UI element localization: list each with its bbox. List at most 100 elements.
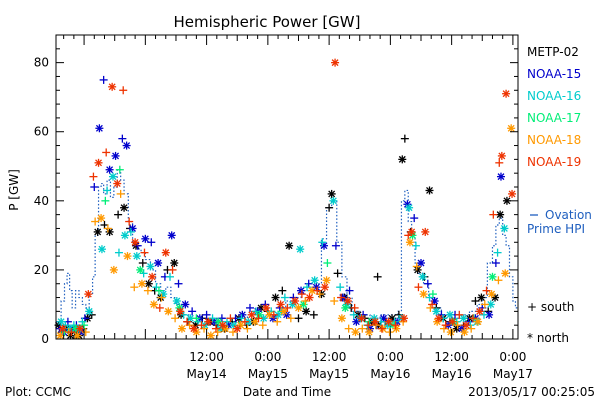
point-noaa-18-south — [301, 297, 310, 305]
point-metp-02-north — [93, 227, 102, 236]
point-metp-02-south — [471, 297, 480, 305]
point-noaa-16-north — [109, 172, 118, 181]
y-tick-label: 60 — [34, 125, 49, 139]
point-noaa-18-north — [164, 307, 173, 316]
point-noaa-17-north — [136, 265, 145, 274]
x-axis: 12:00 May14 0:00 May15 12:00 May15 0:00 May16 12… — [63, 35, 533, 381]
point-noaa-18-south — [344, 324, 353, 333]
marker-legend-south: + south — [527, 300, 574, 314]
x-tick-date-label: May15 — [309, 367, 349, 381]
point-noaa-15-south — [90, 183, 99, 191]
point-noaa-16-north — [432, 307, 441, 316]
x-tick-date-label: May16 — [432, 367, 472, 381]
point-metp-02-north — [105, 227, 114, 236]
point-noaa-19-north — [357, 314, 366, 323]
point-noaa-16-south — [251, 307, 260, 316]
point-noaa-19-south — [364, 321, 373, 330]
point-noaa-19-north — [434, 314, 443, 323]
point-noaa-19-south — [102, 148, 111, 157]
point-noaa-19-north — [131, 238, 140, 247]
point-metp-02-north — [66, 331, 75, 340]
point-noaa-15-south — [304, 279, 313, 288]
point-noaa-16-south — [280, 293, 289, 302]
point-metp-02-north — [120, 203, 129, 212]
point-noaa-18-south — [453, 321, 462, 330]
point-noaa-19-south — [404, 231, 413, 240]
point-noaa-18-north — [474, 317, 483, 326]
data-points-layer — [54, 58, 517, 340]
point-noaa-17-south — [115, 165, 124, 174]
point-noaa-17-north — [299, 300, 308, 309]
point-noaa-19-south — [391, 321, 400, 330]
point-metp-02-north — [327, 189, 336, 198]
point-noaa-15-south — [345, 286, 354, 295]
legend-item-metp-02: METP-02 — [527, 45, 579, 59]
x-tick-time-label: 12:00 — [434, 350, 469, 364]
point-noaa-18-north — [109, 265, 118, 274]
point-metp-02-south — [333, 269, 342, 278]
point-noaa-19-south — [155, 303, 164, 312]
legend-item-noaa-16: NOAA-16 — [527, 89, 581, 103]
point-noaa-18-south — [243, 324, 252, 333]
point-noaa-19-south — [313, 286, 322, 295]
point-noaa-19-north — [94, 158, 103, 167]
point-noaa-19-south — [489, 210, 498, 219]
point-metp-02-north — [413, 265, 422, 274]
point-noaa-19-south — [495, 158, 504, 167]
point-noaa-15-north — [496, 172, 505, 181]
point-noaa-18-south — [412, 262, 421, 271]
point-noaa-19-south — [269, 310, 278, 319]
point-noaa-19-north — [84, 290, 93, 299]
point-noaa-19-south — [468, 314, 477, 323]
point-noaa-19-south — [283, 303, 292, 312]
point-noaa-17-north — [488, 272, 497, 281]
point-noaa-16-north — [146, 262, 155, 271]
point-noaa-18-north — [501, 269, 510, 278]
point-noaa-16-south — [223, 317, 232, 326]
point-metp-02-north — [302, 307, 311, 316]
point-noaa-18-north — [337, 314, 346, 323]
point-noaa-19-south — [297, 290, 306, 299]
point-noaa-16-north — [329, 196, 338, 205]
point-noaa-15-north — [297, 286, 306, 295]
point-metp-02-south — [278, 286, 287, 295]
y-tick-label: 0 — [41, 332, 49, 346]
point-metp-02-north — [170, 259, 179, 267]
point-noaa-18-south — [385, 328, 394, 337]
point-metp-02-north — [477, 293, 486, 302]
point-noaa-19-north — [448, 317, 457, 326]
point-noaa-17-south — [101, 196, 110, 205]
point-noaa-17-south — [192, 314, 201, 323]
point-noaa-18-north — [460, 328, 469, 337]
footer-timestamp: 2013/05/17 00:25:05 — [468, 385, 595, 399]
point-noaa-19-north — [148, 272, 157, 281]
x-tick-time-label: 0:00 — [499, 350, 526, 364]
point-noaa-16-north — [310, 276, 319, 285]
marker-legend: + south * north — [527, 300, 574, 345]
point-noaa-18-north — [365, 328, 374, 337]
point-noaa-19-north — [421, 227, 430, 236]
x-tick-date-label: May14 — [187, 367, 227, 381]
x-axis-label: Date and Time — [243, 385, 331, 399]
chart-title: Hemispheric Power [GW] — [174, 13, 361, 31]
point-noaa-19-north — [305, 293, 314, 302]
ovation-legend-label-2: Prime HPI — [527, 222, 585, 236]
y-tick-label: 80 — [34, 56, 49, 70]
point-noaa-18-south — [467, 324, 476, 333]
point-noaa-15-north — [111, 151, 120, 160]
legend-item-noaa-15: NOAA-15 — [527, 67, 581, 81]
point-noaa-15-south — [423, 279, 432, 288]
x-tick-time-label: 12:00 — [312, 350, 347, 364]
point-noaa-15-north — [268, 314, 277, 323]
point-noaa-19-north — [218, 321, 227, 330]
point-noaa-16-south — [139, 269, 148, 278]
y-axis-label: P [GW] — [7, 169, 21, 211]
plot-frame — [55, 34, 519, 340]
point-noaa-18-north — [487, 290, 496, 299]
point-noaa-18-north — [137, 279, 146, 288]
point-noaa-19-north — [161, 248, 170, 257]
x-tick-time-label: 0:00 — [254, 350, 281, 364]
point-noaa-15-north — [417, 259, 426, 267]
point-metp-02-south — [114, 210, 123, 219]
